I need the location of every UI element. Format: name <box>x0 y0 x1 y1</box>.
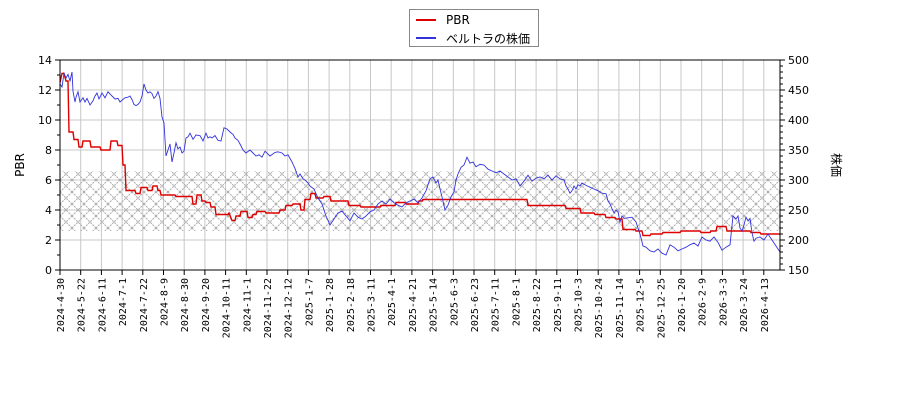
x-tick-label: 2024-7-1 <box>118 278 129 326</box>
left-axis-title: PBR <box>13 153 27 177</box>
legend-label-pbr: PBR <box>446 13 470 27</box>
right-tick-label: 250 <box>788 204 809 217</box>
left-tick-label: 4 <box>45 204 52 217</box>
x-tick-label: 2025-4-1 <box>387 278 398 326</box>
x-tick-label: 2026-3-24 <box>739 278 750 332</box>
grid-lines <box>59 59 780 271</box>
right-tick-label: 350 <box>788 144 809 157</box>
x-tick-label: 2025-1-7 <box>304 278 315 326</box>
x-tick-label: 2026-3-3 <box>718 278 729 326</box>
right-y-axis: 150 200 250 300 350 400 450 500 <box>780 54 809 277</box>
x-tick-label: 2024-9-20 <box>201 278 212 332</box>
stock-price-swatch-icon <box>416 37 436 39</box>
right-tick-label: 300 <box>788 174 809 187</box>
right-tick-label: 400 <box>788 114 809 127</box>
x-tick-label: 2024-6-11 <box>97 278 108 332</box>
x-tick-label: 2025-6-23 <box>470 278 481 332</box>
x-tick-label: 2025-4-21 <box>408 278 419 332</box>
x-tick-label: 2024-12-12 <box>284 278 295 338</box>
x-axis: 2024-4-30 2024-5-22 2024-6-11 2024-7-1 2024-… <box>56 270 771 338</box>
x-tick-label: 2025-3-11 <box>367 278 378 332</box>
left-tick-label: 0 <box>45 264 52 277</box>
x-tick-label: 2024-11-22 <box>263 278 274 338</box>
x-tick-label: 2025-11-14 <box>615 278 626 338</box>
x-tick-label: 2025-8-22 <box>532 278 543 332</box>
x-tick-label: 2025-10-24 <box>594 278 605 338</box>
pbr-swatch-icon <box>416 19 436 21</box>
x-tick-label: 2024-4-30 <box>56 278 67 332</box>
left-tick-label: 12 <box>38 84 52 97</box>
legend-item-pbr: PBR <box>416 12 470 28</box>
x-tick-label: 2024-8-30 <box>180 278 191 332</box>
x-tick-label: 2024-10-11 <box>222 278 233 338</box>
x-tick-label: 2025-8-1 <box>511 278 522 326</box>
x-tick-label: 2025-12-25 <box>656 278 667 338</box>
left-tick-label: 6 <box>45 174 52 187</box>
left-tick-label: 2 <box>45 234 52 247</box>
x-tick-label: 2024-11-1 <box>242 278 253 332</box>
left-tick-label: 14 <box>38 54 52 67</box>
x-tick-label: 2025-6-3 <box>449 278 460 326</box>
x-tick-label: 2024-5-22 <box>77 278 88 332</box>
x-tick-label: 2024-7-22 <box>139 278 150 332</box>
right-tick-label: 150 <box>788 264 809 277</box>
x-tick-label: 2025-1-28 <box>325 278 336 332</box>
x-tick-label: 2024-8-9 <box>160 278 171 326</box>
legend-label-stock-price: ベルトラの株価 <box>446 31 531 46</box>
left-y-axis: 0 2 4 6 8 10 12 14 <box>38 54 60 277</box>
right-tick-label: 200 <box>788 234 809 247</box>
right-tick-label: 450 <box>788 84 809 97</box>
legend-item-stock-price: ベルトラの株価 <box>416 30 530 46</box>
legend: PBR ベルトラの株価 <box>409 9 539 47</box>
x-tick-label: 2025-5-14 <box>429 278 440 332</box>
x-tick-label: 2025-2-18 <box>346 278 357 332</box>
x-tick-label: 2026-2-9 <box>698 278 709 326</box>
stock-price-line <box>60 71 780 256</box>
x-tick-label: 2026-1-20 <box>677 278 688 332</box>
left-tick-label: 8 <box>45 144 52 157</box>
right-tick-label: 500 <box>788 54 809 67</box>
pbr-line <box>60 72 780 237</box>
right-axis-title: 株価 <box>829 153 844 177</box>
x-tick-label: 2025-7-11 <box>491 278 502 332</box>
x-tick-label: 2025-10-3 <box>574 278 585 332</box>
left-tick-label: 10 <box>38 114 52 127</box>
x-tick-label: 2026-4-13 <box>760 278 771 332</box>
x-tick-label: 2025-9-11 <box>553 278 564 332</box>
x-tick-label: 2025-12-5 <box>636 278 647 332</box>
plot-frame <box>59 59 781 271</box>
